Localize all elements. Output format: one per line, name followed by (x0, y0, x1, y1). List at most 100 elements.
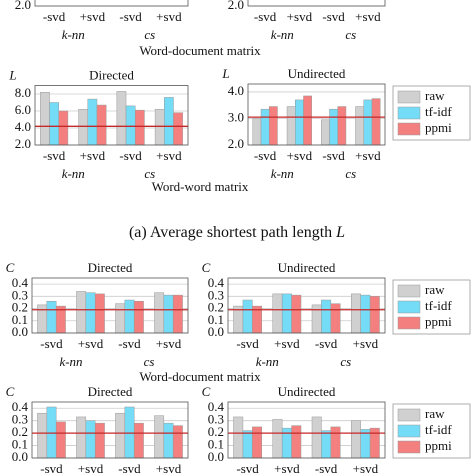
y-tick-label: 0.2 (208, 424, 224, 439)
y-tick-label: 0.2 (208, 300, 224, 315)
bar (173, 112, 183, 146)
bar (133, 300, 144, 334)
y-tick-label: 4.0 (228, 83, 244, 98)
x-tick-label: +svd (287, 9, 313, 24)
group-label: k-nn (256, 354, 279, 369)
y-tick-label: 0.3 (12, 287, 28, 302)
bar (76, 416, 87, 459)
bar (350, 293, 361, 334)
legend-swatch (397, 90, 421, 104)
bar (116, 91, 127, 146)
y-tick-label: 0.3 (208, 412, 224, 427)
group-label: cs (345, 166, 356, 181)
x-tick-label: +svd (353, 461, 379, 474)
x-tick-label: -svd (119, 148, 142, 163)
bar (321, 119, 330, 146)
x-tick-label: +svd (80, 148, 106, 163)
bar (78, 109, 89, 146)
bar (94, 293, 105, 334)
bar (303, 95, 312, 146)
plot-frame (34, 0, 189, 7)
plot-frame (31, 277, 189, 334)
y-tick-label: 0.4 (208, 275, 225, 290)
legend-swatch (397, 106, 421, 120)
y-tick-label: 4.0 (15, 119, 31, 134)
bar (172, 425, 183, 459)
y-tick-label: 2.0 (15, 136, 31, 151)
legend-swatch (397, 408, 421, 422)
chart-title: Undirected (288, 66, 346, 81)
bar (355, 106, 365, 146)
bar (55, 421, 66, 459)
bar (96, 104, 107, 146)
y-tick-label: 0.1 (12, 312, 28, 327)
bar (350, 420, 361, 459)
y-tick-label: 0.1 (208, 312, 224, 327)
caption-symbol: L (335, 224, 345, 241)
y-tick-label: 0.1 (12, 437, 28, 452)
group-label: cs (340, 354, 351, 369)
legend-label: ppmi (425, 438, 452, 453)
bar (40, 92, 50, 146)
legend-label: tf-idf (425, 422, 452, 437)
x-tick-label: -svd (118, 461, 141, 474)
x-tick-label: +svd (156, 336, 182, 351)
y-tick-label: 0.0 (208, 449, 224, 464)
x-tick-label: +svd (355, 148, 381, 163)
plot-frame (247, 83, 386, 146)
x-tick-label: +svd (78, 461, 104, 474)
group-label: k-nn (62, 27, 85, 42)
bar (281, 293, 292, 334)
chart-title: Directed (88, 260, 133, 275)
group-label: cs (345, 27, 356, 42)
bar (58, 110, 69, 146)
section-label: Word-document matrix (139, 43, 261, 58)
y-tick-label: 0.3 (12, 412, 28, 427)
y-axis-label: L (8, 67, 16, 82)
bar (268, 106, 278, 146)
bar (252, 426, 263, 459)
legend-label: raw (425, 282, 445, 297)
legend-swatch (397, 424, 421, 438)
bar (124, 299, 135, 334)
x-tick-label: -svd (119, 9, 142, 24)
x-tick-label: -svd (236, 336, 259, 351)
bar (94, 422, 105, 459)
legend-swatch (397, 440, 421, 454)
y-axis-label: L (221, 66, 229, 81)
y-axis-label: C (6, 384, 15, 399)
chart-title: Directed (88, 384, 133, 399)
bar (291, 425, 302, 459)
caption: (a) Average shortest path length L (129, 224, 345, 241)
group-label: cs (144, 354, 155, 369)
chart-title: Undirected (278, 260, 336, 275)
y-tick-label: 0.4 (12, 275, 29, 290)
bar (163, 294, 174, 334)
y-axis-label: C (6, 260, 15, 275)
y-tick-label: 0.4 (12, 399, 29, 414)
bar (37, 304, 48, 334)
bar (85, 292, 96, 334)
y-tick-label: 0.3 (208, 287, 224, 302)
bar (363, 99, 373, 146)
bar (360, 294, 371, 334)
x-tick-label: +svd (78, 336, 104, 351)
x-tick-label: -svd (236, 461, 259, 474)
legend-swatch (397, 316, 421, 330)
bar (242, 430, 253, 459)
bar (76, 291, 87, 334)
group-label: k-nn (271, 27, 294, 42)
bar (46, 300, 57, 334)
legend-swatch (397, 122, 421, 136)
section-label: Word-document matrix (139, 369, 261, 384)
y-tick-label: 2.0 (15, 0, 31, 12)
bar (87, 98, 98, 146)
bar (85, 420, 96, 459)
x-tick-label: +svd (156, 148, 182, 163)
legend-label: tf-idf (425, 298, 452, 313)
bar (134, 109, 145, 146)
plot-frame (227, 401, 386, 459)
chart-title: Undirected (278, 384, 336, 399)
y-tick-label: 8.0 (15, 85, 31, 100)
x-tick-label: -svd (322, 148, 345, 163)
